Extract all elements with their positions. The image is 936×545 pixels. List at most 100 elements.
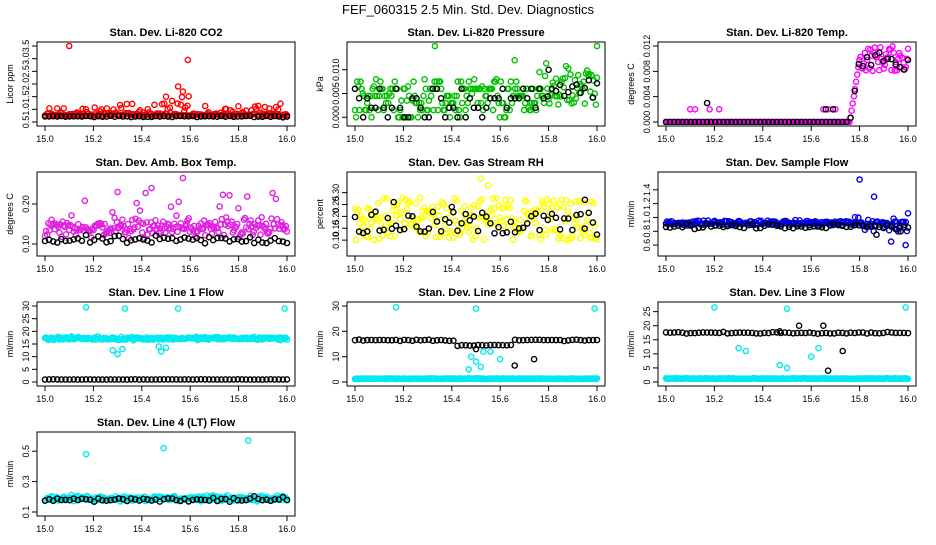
data-point-black <box>70 113 77 120</box>
data-point-black <box>372 208 379 215</box>
data-point <box>53 105 61 112</box>
data-point-black <box>769 118 776 125</box>
data-point <box>416 194 424 201</box>
data-point-black <box>390 198 398 206</box>
data-point-black <box>54 376 61 383</box>
data-point <box>528 99 536 107</box>
plot-frame <box>657 41 917 127</box>
data-point-black <box>495 95 502 102</box>
data-point-black <box>164 495 172 502</box>
data-point-black <box>716 329 723 337</box>
data-point-black <box>103 238 110 246</box>
y-tick-label: 5 <box>21 367 31 372</box>
data-point-black <box>148 497 155 504</box>
data-point-black <box>111 232 118 240</box>
plot-frame <box>346 301 606 387</box>
x-tick-label: 15.4 <box>443 264 461 274</box>
data-point-black <box>818 118 826 125</box>
data-point-black <box>536 226 543 234</box>
data-point-black <box>896 329 904 337</box>
panel-title: Stan. Dev. Line 3 Flow <box>729 287 845 299</box>
data-point <box>168 97 176 105</box>
data-point-black <box>867 222 875 230</box>
data-point-black <box>201 496 209 504</box>
data-point-black <box>429 337 437 345</box>
data-point-black <box>441 215 449 223</box>
y-tick-label: 0.3 <box>21 475 31 488</box>
data-point <box>889 43 896 50</box>
data-point-black <box>806 118 813 125</box>
data-point-black <box>148 376 155 383</box>
data-point-black <box>794 329 801 337</box>
data-point <box>375 235 383 243</box>
data-point <box>177 101 185 108</box>
data-point-black <box>458 85 465 93</box>
panel-title: Stan. Dev. Line 2 Flow <box>418 287 534 299</box>
data-point-black <box>368 336 375 344</box>
data-point-black <box>429 208 437 216</box>
data-point <box>391 78 399 85</box>
data-point <box>265 228 273 236</box>
data-point-black <box>140 495 147 503</box>
data-point-black <box>197 375 205 383</box>
x-tick-label: 15.2 <box>85 394 103 404</box>
data-point-black <box>577 210 584 218</box>
data-point <box>123 100 131 108</box>
data-point-black <box>95 112 102 120</box>
y-tick-label: 1.2 <box>642 197 652 210</box>
y-tick-label: 10 <box>21 352 31 362</box>
x-tick-label: 15.4 <box>133 394 151 404</box>
data-point-black <box>843 118 850 125</box>
data-point-black <box>577 89 584 97</box>
data-point-black <box>589 219 597 226</box>
data-point-black <box>765 329 772 337</box>
data-point <box>458 99 466 107</box>
data-point-black <box>58 112 65 120</box>
data-point <box>91 104 98 111</box>
data-point-black <box>164 235 172 243</box>
data-point-black <box>54 239 61 246</box>
data-point <box>583 217 591 224</box>
data-point <box>174 100 181 107</box>
data-point-black <box>683 118 690 125</box>
plot-points <box>41 437 291 506</box>
data-point-black <box>359 337 367 344</box>
data-point-black <box>396 337 404 345</box>
data-point-black <box>279 493 287 501</box>
plot-points <box>351 303 601 383</box>
data-point <box>373 92 381 100</box>
data-point-black <box>193 496 201 503</box>
data-point <box>493 194 500 202</box>
data-point <box>257 231 264 238</box>
data-point-black <box>769 328 776 336</box>
data-point-black <box>515 95 523 102</box>
data-point <box>783 305 791 313</box>
data-point-black <box>450 337 457 345</box>
data-point-black <box>148 113 155 121</box>
x-tick-label: 16.0 <box>588 134 606 144</box>
panel-title: Stan. Dev. Sample Flow <box>726 157 849 169</box>
data-point <box>473 85 480 93</box>
plot-points <box>662 304 912 383</box>
data-point-black <box>528 336 535 344</box>
x-tick-label: 15.8 <box>230 524 248 534</box>
data-point <box>357 78 364 85</box>
data-point <box>374 199 382 207</box>
panel-2: Stan. Dev. Li-820 Pressure 15.0 15.2 15.4 15… <box>315 27 606 144</box>
data-point <box>857 53 864 61</box>
data-point-black <box>421 336 429 344</box>
data-point <box>157 348 165 355</box>
y-axis-label: Licor ppm <box>5 64 15 104</box>
data-point-black <box>376 336 383 344</box>
data-point-black <box>144 496 151 503</box>
data-point-black <box>789 329 797 337</box>
data-point-black <box>687 222 694 229</box>
data-point <box>902 241 909 249</box>
data-point <box>904 45 912 53</box>
panel-title: Stan. Dev. Line 1 Flow <box>108 287 224 299</box>
data-point <box>552 75 560 82</box>
data-point-black <box>74 113 82 120</box>
data-point <box>488 211 496 218</box>
data-point <box>462 106 469 114</box>
data-point-black <box>177 112 184 120</box>
